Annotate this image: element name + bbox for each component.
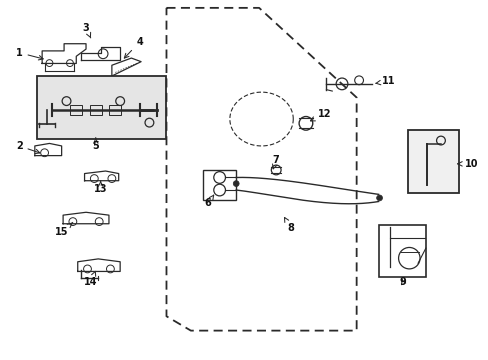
Text: 5: 5 (92, 138, 99, 151)
Bar (70, 105, 82, 115)
Text: 9: 9 (399, 277, 406, 287)
Text: 10: 10 (457, 159, 477, 169)
Bar (407, 130, 458, 193)
Bar (37, 76, 166, 139)
Bar (203, 170, 236, 200)
Text: 15: 15 (55, 222, 73, 237)
Text: 3: 3 (82, 23, 91, 38)
Text: 13: 13 (94, 181, 107, 194)
Text: 8: 8 (284, 217, 294, 233)
Text: 11: 11 (375, 76, 394, 86)
Text: 2: 2 (16, 141, 40, 154)
Text: 1: 1 (16, 48, 43, 60)
Text: 14: 14 (84, 271, 98, 287)
Bar (90, 105, 102, 115)
Bar (378, 225, 426, 277)
Bar (109, 105, 121, 115)
Text: 6: 6 (204, 195, 213, 208)
Text: 7: 7 (272, 155, 279, 169)
Text: 4: 4 (124, 37, 143, 58)
Ellipse shape (233, 181, 239, 186)
Text: 12: 12 (310, 109, 331, 121)
Ellipse shape (376, 195, 382, 201)
